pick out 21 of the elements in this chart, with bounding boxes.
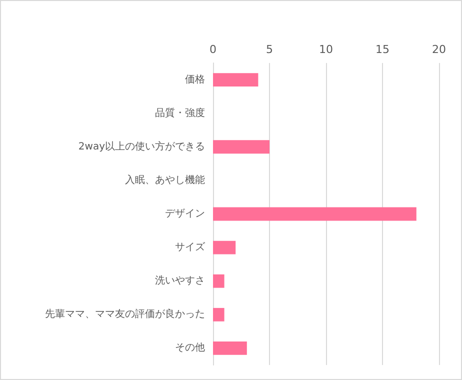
x-tick-label: 10 xyxy=(319,43,333,56)
bar xyxy=(213,207,416,221)
bar xyxy=(213,140,270,154)
bar xyxy=(213,274,224,288)
bar xyxy=(213,240,236,254)
x-tick-label: 0 xyxy=(210,43,216,56)
x-tick-label: 5 xyxy=(266,43,273,56)
y-tick-label: 先輩ママ、ママ友の評価が良かった xyxy=(45,308,205,320)
y-tick-label: その他 xyxy=(175,342,205,354)
x-tick-label: 15 xyxy=(376,43,390,56)
y-tick-label: 洗いやすさ xyxy=(155,274,205,287)
y-tick-label: 価格 xyxy=(185,73,205,86)
y-tick-label: 入眠、あやし機能 xyxy=(125,174,205,186)
x-tick-label: 20 xyxy=(432,43,446,56)
y-tick-label: デザイン xyxy=(165,208,205,220)
bar xyxy=(213,73,258,86)
bar xyxy=(213,308,224,322)
bar xyxy=(213,342,247,355)
y-tick-label: 品質・強度 xyxy=(155,106,205,119)
y-tick-label: サイズ xyxy=(175,241,206,254)
y-tick-label: 2way以上の使い方ができる xyxy=(78,140,205,152)
